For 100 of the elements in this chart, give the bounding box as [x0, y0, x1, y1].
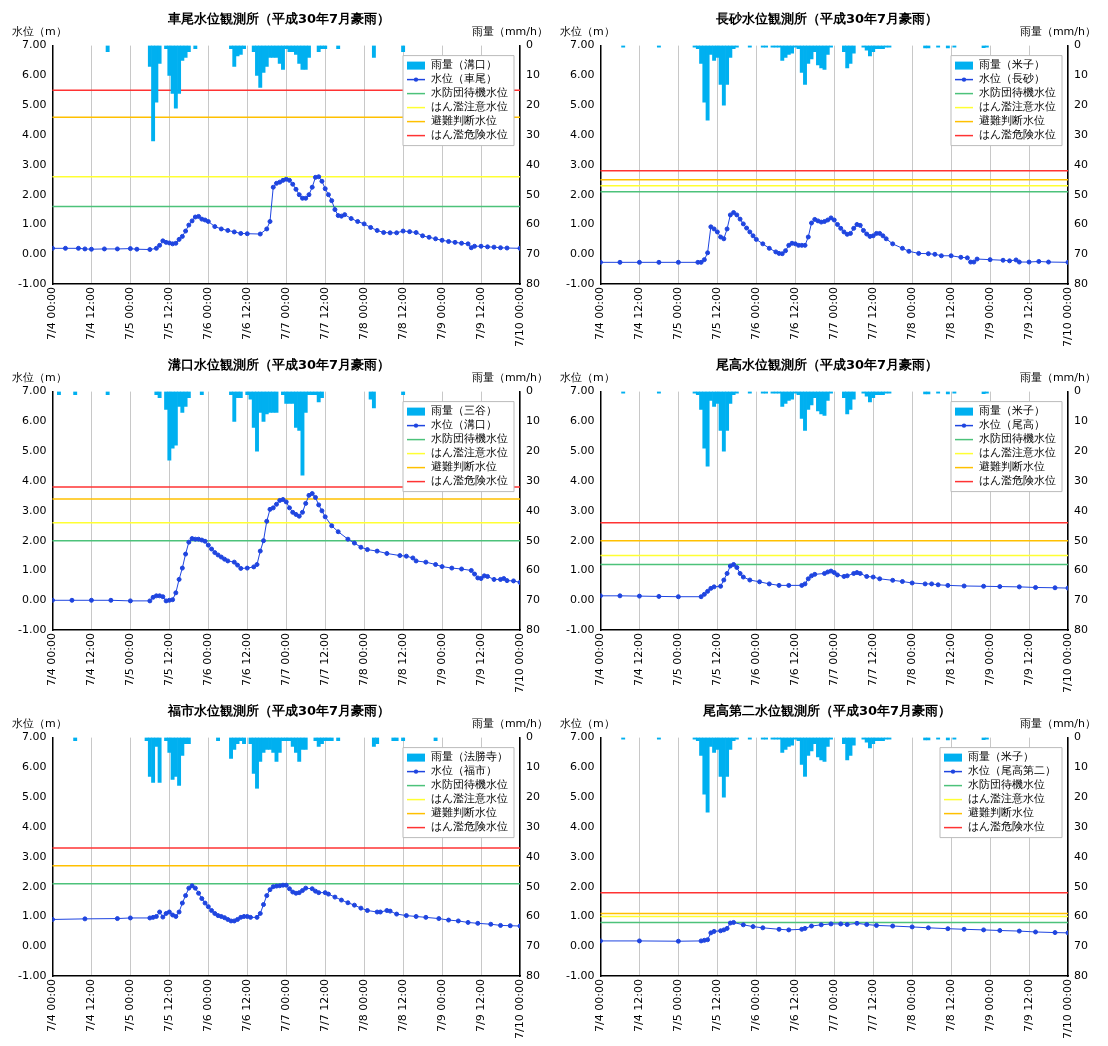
y2-tick-label: 50	[1074, 533, 1088, 547]
y-tick-label: 0.00	[21, 593, 47, 607]
x-tick-label: 7/9 00:00	[982, 979, 996, 1033]
y-tick-label: 4.00	[21, 473, 47, 487]
x-tick-label: 7/5 12:00	[162, 287, 176, 341]
legend-label: 雨量（溝口）	[431, 58, 497, 72]
y2-tick-label: 50	[526, 879, 540, 893]
y2-axis-title: 雨量（mm/h）	[471, 24, 548, 38]
legend-label: はん濫注意水位	[979, 446, 1056, 460]
y2-tick-label: 70	[1074, 593, 1088, 607]
x-tick-label: 7/7 00:00	[827, 979, 841, 1033]
y-tick-label: 5.00	[569, 790, 595, 804]
legend-label: はん濫注意水位	[431, 100, 508, 114]
x-tick-label: 7/8 00:00	[905, 287, 919, 341]
y-tick-label: -1.00	[565, 622, 595, 636]
x-tick-label: 7/9 00:00	[982, 633, 996, 687]
legend-label: 水防団待機水位	[431, 432, 508, 446]
x-tick-label: 7/7 00:00	[279, 287, 293, 341]
y2-tick-label: 20	[1074, 790, 1088, 804]
legend-label: 避難判断水位	[431, 460, 497, 474]
x-tick-label: 7/7 00:00	[827, 633, 841, 687]
x-tick-label: 7/4 00:00	[45, 287, 59, 341]
y2-tick-label: 60	[526, 909, 540, 923]
y2-axis-title: 雨量（mm/h）	[1019, 370, 1096, 384]
y2-tick-label: 80	[1074, 968, 1088, 982]
legend-label: 雨量（三谷）	[431, 404, 497, 418]
x-tick-label: 7/5 12:00	[710, 287, 724, 341]
legend-label: 水位（尾高）	[979, 418, 1045, 432]
y2-tick-label: 0	[526, 730, 533, 744]
x-tick-label: 7/8 00:00	[357, 979, 371, 1033]
x-tick-label: 7/7 12:00	[866, 287, 880, 341]
y-tick-label: -1.00	[565, 968, 595, 982]
x-tick-label: 7/9 12:00	[1021, 287, 1035, 341]
y-tick-label: 7.00	[569, 730, 595, 744]
y-tick-label: 2.00	[21, 187, 47, 201]
x-tick-label: 7/4 00:00	[593, 979, 607, 1033]
x-tick-label: 7/6 00:00	[749, 633, 763, 687]
legend-label: 水防団待機水位	[968, 778, 1045, 792]
y2-tick-label: 50	[526, 533, 540, 547]
legend-label: 水防団待機水位	[979, 86, 1056, 100]
x-tick-label: 7/6 12:00	[788, 287, 802, 341]
y-tick-label: 6.00	[569, 760, 595, 774]
y-tick-label: 1.00	[21, 563, 47, 577]
x-tick-label: 7/5 00:00	[123, 287, 137, 341]
chart-title: 尾高水位観測所（平成30年7月豪雨）	[714, 357, 939, 373]
y2-tick-label: 20	[526, 790, 540, 804]
x-tick-label: 7/4 00:00	[593, 633, 607, 687]
x-tick-label: 7/5 00:00	[671, 633, 685, 687]
y-tick-label: 4.00	[569, 473, 595, 487]
x-tick-label: 7/7 12:00	[866, 979, 880, 1033]
x-tick-label: 7/5 00:00	[123, 633, 137, 687]
x-tick-label: 7/4 12:00	[632, 979, 646, 1033]
y-tick-label: 6.00	[21, 68, 47, 82]
x-tick-label: 7/8 00:00	[357, 287, 371, 341]
x-tick-label: 7/5 12:00	[162, 979, 176, 1033]
x-tick-label: 7/4 12:00	[84, 633, 98, 687]
chart-title: 溝口水位観測所（平成30年7月豪雨）	[166, 357, 391, 373]
y-tick-label: 3.00	[21, 157, 47, 171]
legend-label: 避難判断水位	[431, 806, 497, 820]
y2-tick-label: 80	[1074, 622, 1088, 636]
y2-tick-label: 70	[526, 247, 540, 261]
y-tick-label: 4.00	[21, 819, 47, 833]
x-tick-label: 7/8 12:00	[395, 979, 409, 1033]
y-tick-label: 2.00	[569, 879, 595, 893]
y-tick-label: 2.00	[569, 187, 595, 201]
x-tick-label: 7/6 12:00	[240, 979, 254, 1033]
x-tick-label: 7/9 12:00	[1021, 633, 1035, 687]
y2-tick-label: 70	[1074, 247, 1088, 261]
x-tick-label: 7/8 00:00	[905, 633, 919, 687]
legend-label: はん濫危険水位	[979, 474, 1056, 488]
y-tick-label: 1.00	[569, 909, 595, 923]
legend-label: 水位（福市）	[431, 764, 497, 778]
x-tick-label: 7/8 12:00	[943, 979, 957, 1033]
x-tick-label: 7/10 00:00	[512, 287, 526, 348]
y-axis-title: 水位（m）	[560, 370, 615, 384]
legend-label: はん濫危険水位	[431, 128, 508, 142]
x-tick-label: 7/4 12:00	[632, 633, 646, 687]
y-tick-label: 1.00	[569, 563, 595, 577]
legend-label: 雨量（法勝寺）	[431, 750, 508, 764]
y-tick-label: 6.00	[21, 760, 47, 774]
x-tick-label: 7/9 00:00	[434, 287, 448, 341]
y-tick-label: 3.00	[21, 849, 47, 863]
x-tick-label: 7/6 00:00	[749, 979, 763, 1033]
legend-label: 雨量（米子）	[979, 58, 1045, 72]
y2-tick-label: 40	[526, 849, 540, 863]
x-tick-label: 7/6 00:00	[201, 979, 215, 1033]
y-tick-label: 4.00	[569, 819, 595, 833]
y-tick-label: 5.00	[21, 790, 47, 804]
y2-axis-title: 雨量（mm/h）	[471, 716, 548, 730]
y2-tick-label: 10	[1074, 760, 1088, 774]
x-tick-label: 7/9 00:00	[434, 979, 448, 1033]
y2-tick-label: 50	[1074, 879, 1088, 893]
x-tick-label: 7/4 12:00	[84, 979, 98, 1033]
legend-label: 水防団待機水位	[979, 432, 1056, 446]
x-tick-label: 7/9 12:00	[1021, 979, 1035, 1033]
text: はん濫注意水位	[431, 792, 508, 806]
y2-tick-label: 20	[526, 444, 540, 458]
y-axis-title: 水位（m）	[12, 24, 67, 38]
y-tick-label: 3.00	[569, 503, 595, 517]
x-tick-label: 7/9 12:00	[473, 633, 487, 687]
